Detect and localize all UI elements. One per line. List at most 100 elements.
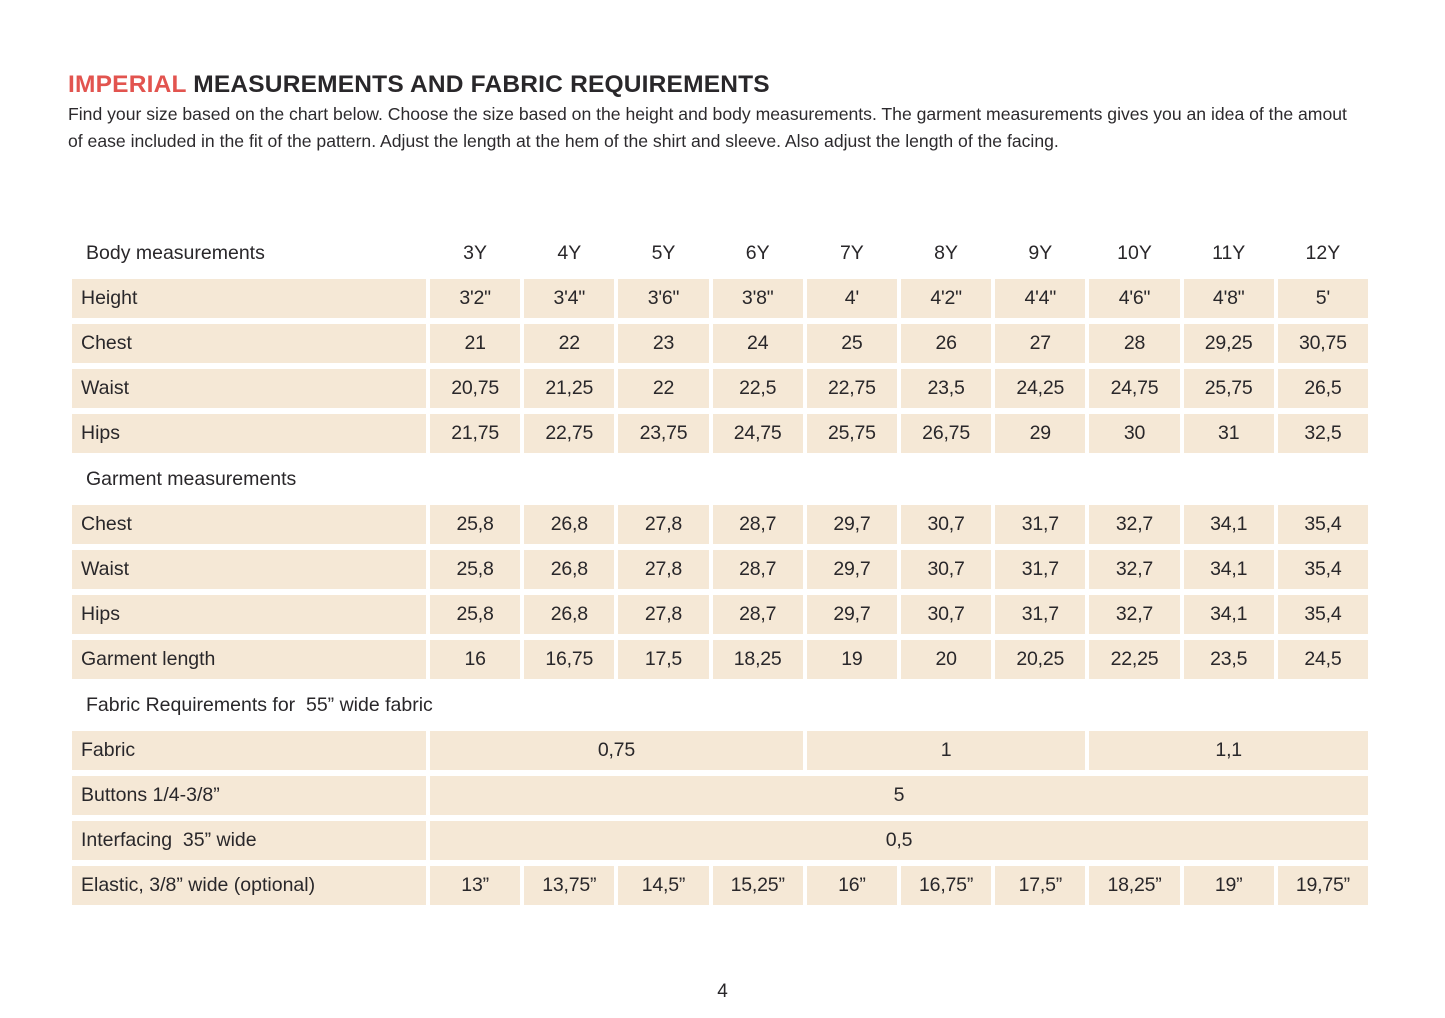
value-cell: 30,7	[900, 595, 992, 634]
value-cell: 29,7	[806, 595, 897, 634]
value-cell: 23,75	[618, 414, 709, 453]
value-cell: 30	[1089, 414, 1180, 453]
value-cell: 35,4	[1277, 595, 1368, 634]
size-header-cell: 7Y	[839, 241, 864, 264]
value-cell: 17,5”	[995, 866, 1086, 905]
value-cell: 22,25	[1089, 640, 1180, 679]
value-cell: 31,7	[995, 550, 1086, 589]
value-cell: 29,7	[806, 550, 897, 589]
value-cell: 28,7	[712, 505, 803, 544]
value-cell: 1,1	[1089, 731, 1368, 770]
row-label: Elastic, 3/8” wide (optional)	[72, 866, 426, 905]
value-cell: 34,1	[1183, 595, 1274, 634]
section-header-label: Body measurements	[86, 241, 265, 264]
value-cell: 32,5	[1277, 414, 1368, 453]
page-title-highlight: IMPERIAL	[68, 71, 187, 98]
row-label: Height	[72, 279, 426, 318]
size-header-cell: 6Y	[745, 241, 770, 264]
value-cell: 3'6"	[618, 279, 709, 318]
value-cell: 21,75	[430, 414, 521, 453]
value-cell: 23,5	[1183, 640, 1274, 679]
value-cell: 23	[618, 324, 709, 363]
value-cell: 24,75	[712, 414, 803, 453]
value-cell: 18,25	[712, 640, 803, 679]
value-cell: 32,7	[1089, 550, 1180, 589]
size-header-cell: 12Y	[1305, 241, 1341, 264]
value-cell: 34,1	[1183, 550, 1274, 589]
section-header-label: Fabric Requirements for 55” wide fabric	[86, 693, 433, 716]
row-label: Chest	[72, 324, 426, 363]
value-cell: 22	[524, 324, 615, 363]
value-cell: 30,7	[900, 505, 992, 544]
size-header-cell: 8Y	[934, 241, 959, 264]
value-cell: 26,75	[900, 414, 992, 453]
value-cell: 35,4	[1277, 550, 1368, 589]
value-cell: 25,8	[430, 595, 521, 634]
value-cell: 20	[900, 640, 992, 679]
value-cell: 19	[806, 640, 897, 679]
value-cell: 29	[995, 414, 1086, 453]
value-cell: 4'2"	[900, 279, 992, 318]
row-label: Fabric	[72, 731, 426, 770]
value-cell: 16,75	[524, 640, 615, 679]
row-label: Waist	[72, 369, 426, 408]
page-title: IMPERIAL MEASUREMENTS AND FABRIC REQUIRE…	[68, 71, 770, 99]
value-cell: 24	[712, 324, 803, 363]
value-cell: 4'6"	[1089, 279, 1180, 318]
value-cell: 0,5	[430, 821, 1368, 860]
value-cell: 28	[1089, 324, 1180, 363]
row-label: Garment length	[72, 640, 426, 679]
size-header-cell: 9Y	[1028, 241, 1053, 264]
value-cell: 26,8	[524, 550, 615, 589]
size-header-cell: 4Y	[557, 241, 582, 264]
value-cell: 27,8	[618, 550, 709, 589]
value-cell: 32,7	[1089, 595, 1180, 634]
value-cell: 29,7	[806, 505, 897, 544]
value-cell: 13,75”	[524, 866, 615, 905]
value-cell: 4'	[806, 279, 897, 318]
value-cell: 28,7	[712, 595, 803, 634]
value-cell: 20,75	[430, 369, 521, 408]
row-label: Interfacing 35” wide	[72, 821, 426, 860]
value-cell: 1	[806, 731, 1086, 770]
value-cell: 25,75	[1183, 369, 1274, 408]
value-cell: 24,75	[1089, 369, 1180, 408]
value-cell: 3'4"	[524, 279, 615, 318]
intro-paragraph: Find your size based on the chart below.…	[68, 104, 1347, 151]
value-cell: 22,75	[524, 414, 615, 453]
value-cell: 17,5	[618, 640, 709, 679]
value-cell: 31,7	[995, 505, 1086, 544]
size-header-cell: 11Y	[1212, 241, 1246, 264]
value-cell: 5	[430, 776, 1368, 815]
page-number: 4	[717, 981, 728, 1002]
row-label: Chest	[72, 505, 426, 544]
value-cell: 25	[806, 324, 897, 363]
value-cell: 34,1	[1183, 505, 1274, 544]
row-label: Hips	[72, 595, 426, 634]
value-cell: 26,8	[524, 595, 615, 634]
value-cell: 21,25	[524, 369, 615, 408]
value-cell: 13”	[430, 866, 521, 905]
value-cell: 25,75	[806, 414, 897, 453]
value-cell: 19,75”	[1277, 866, 1368, 905]
value-cell: 26	[900, 324, 992, 363]
value-cell: 27,8	[618, 505, 709, 544]
value-cell: 22,75	[806, 369, 897, 408]
value-cell: 15,25”	[712, 866, 803, 905]
value-cell: 20,25	[995, 640, 1086, 679]
value-cell: 18,25”	[1089, 866, 1180, 905]
size-header-cell: 5Y	[651, 241, 676, 264]
value-cell: 14,5”	[618, 866, 709, 905]
value-cell: 3'8"	[712, 279, 803, 318]
row-label: Buttons 1/4-3/8”	[72, 776, 426, 815]
value-cell: 16”	[806, 866, 897, 905]
value-cell: 31,7	[995, 595, 1086, 634]
row-label: Waist	[72, 550, 426, 589]
section-header-label: Garment measurements	[86, 467, 297, 490]
value-cell: 25,8	[430, 505, 521, 544]
value-cell: 16	[430, 640, 521, 679]
value-cell: 5'	[1277, 279, 1368, 318]
row-label: Hips	[72, 414, 426, 453]
value-cell: 24,25	[995, 369, 1086, 408]
